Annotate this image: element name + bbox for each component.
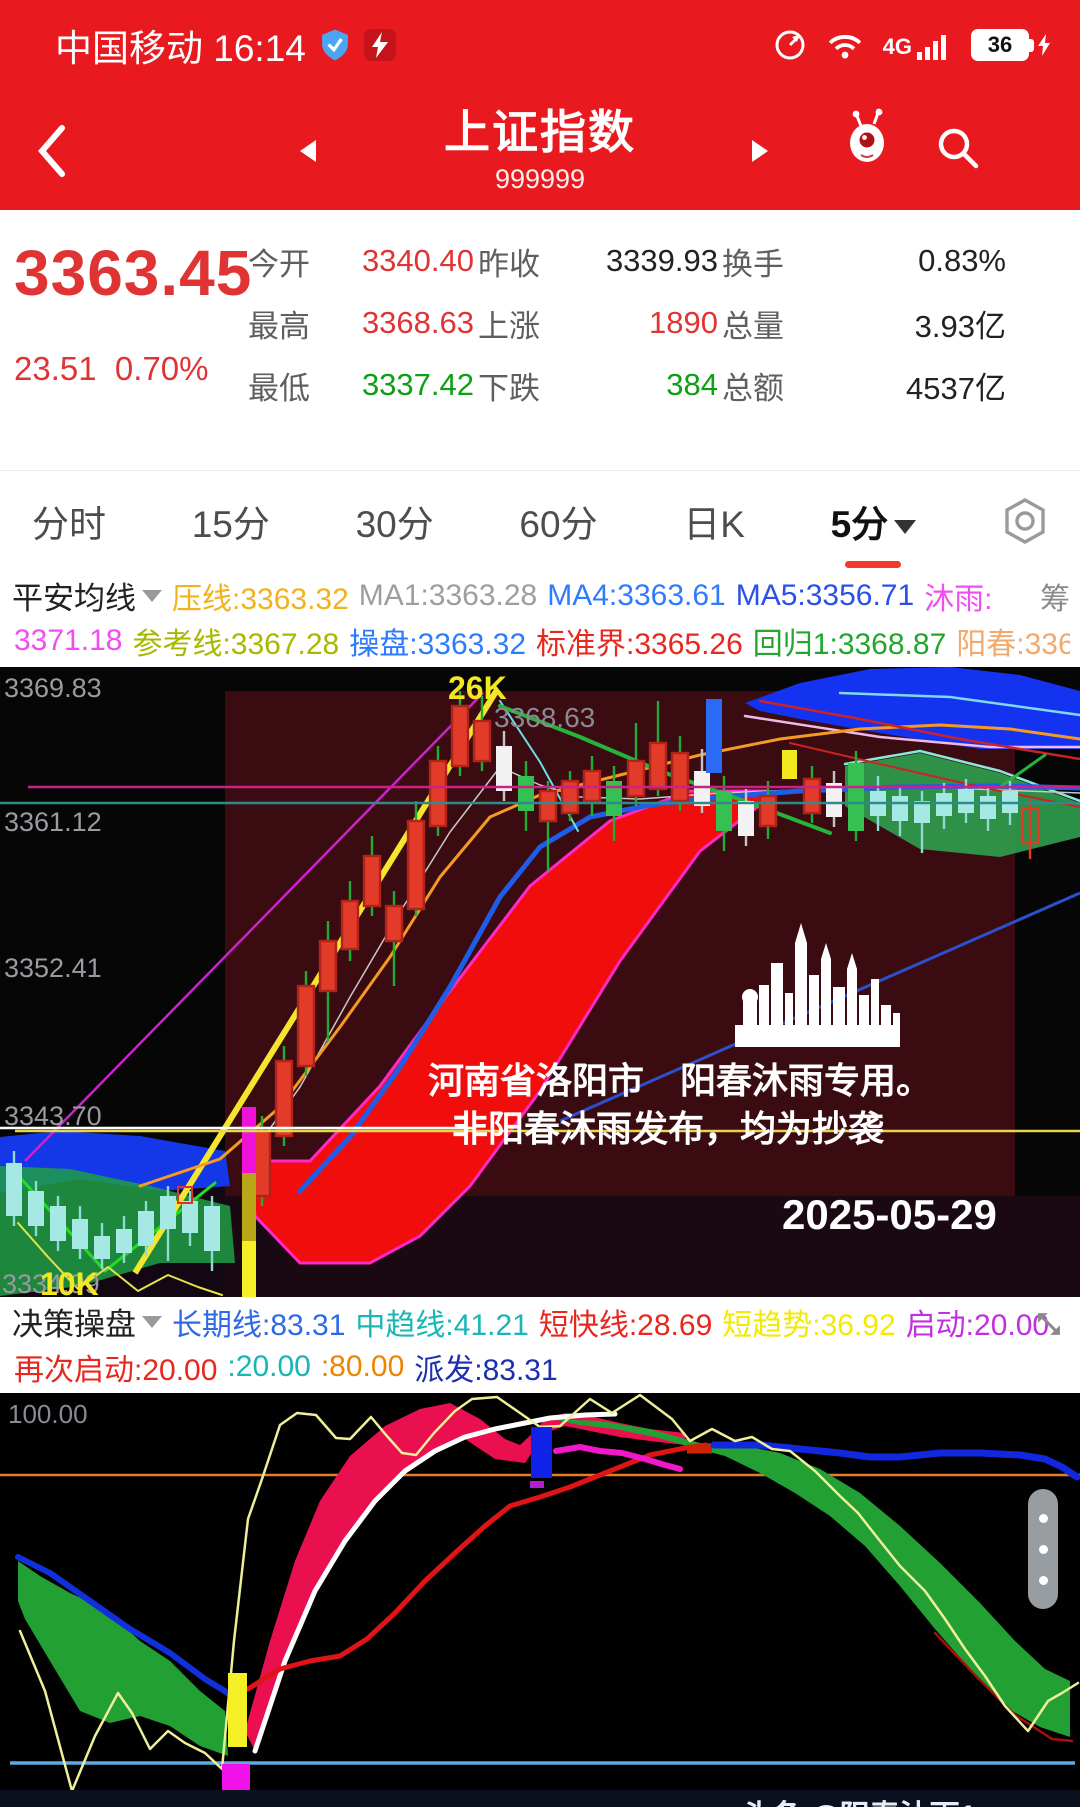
svg-text:非阳春沐雨发布，均为抄袭: 非阳春沐雨发布，均为抄袭 bbox=[452, 1108, 885, 1149]
sub-indicator-selector[interactable]: 决策操盘 bbox=[12, 1299, 162, 1344]
quote-label: 下跌 bbox=[478, 370, 540, 406]
svg-text:3334.99: 3334.99 bbox=[2, 1269, 100, 1297]
svg-text:2025-05-29: 2025-05-29 bbox=[782, 1191, 997, 1238]
main-indicator-header: 平安均线 压线:3363.32 MA1:3363.28 MA4:3363.61 MA5… bbox=[0, 571, 1080, 667]
main-chart[interactable]: 3369.83 3361.12 3352.41 3343.70 3334.99 10K 26… bbox=[0, 667, 1080, 1297]
quote-label: 最低 bbox=[248, 370, 310, 406]
indicator-field: :20.00 bbox=[227, 1349, 311, 1383]
indicator-field: 沐雨: bbox=[924, 582, 993, 616]
search-icon[interactable] bbox=[932, 122, 984, 174]
sub-indicator-header: 决策操盘 长期线:83.31 中趋线:41.21 短快线:28.69 短趋势:36.9… bbox=[0, 1297, 1080, 1393]
quote-label: 上涨 bbox=[478, 308, 540, 344]
expand-icon[interactable] bbox=[1032, 1307, 1066, 1341]
indicator-field: 短趋势:36.92 bbox=[722, 1308, 896, 1342]
chart-settings-button[interactable] bbox=[1000, 496, 1050, 546]
indicator-field: 参考线:3367.28 bbox=[132, 627, 340, 661]
svg-text:3352.41: 3352.41 bbox=[4, 953, 102, 983]
quote-label: 最高 bbox=[248, 308, 310, 344]
indicator-field: 压线:3363.32 bbox=[172, 582, 349, 616]
data-saver-icon bbox=[773, 28, 807, 62]
page-title: 上证指数 bbox=[444, 106, 636, 158]
chevron-down-icon bbox=[142, 1315, 162, 1328]
battery-icon: 36 bbox=[971, 29, 1052, 61]
svg-text:100.00: 100.00 bbox=[8, 1399, 88, 1429]
chevron-down-icon bbox=[142, 589, 162, 602]
flash-badge-icon bbox=[363, 29, 396, 61]
quote-label: 换手 bbox=[722, 246, 784, 282]
indicator-field: 再次启动:20.00 bbox=[14, 1353, 218, 1387]
period-tabs: 分时 15分 30分 60分 日K 5分 bbox=[0, 470, 1080, 571]
tab-60分[interactable]: 60分 bbox=[519, 504, 598, 545]
svg-text:3343.70: 3343.70 bbox=[4, 1101, 102, 1131]
tab-日K[interactable]: 日K bbox=[683, 504, 745, 545]
svg-text:26K: 26K bbox=[448, 670, 507, 706]
svg-text:10K: 10K bbox=[40, 1266, 99, 1297]
drag-handle[interactable] bbox=[1028, 1489, 1058, 1609]
svg-text:3369.83: 3369.83 bbox=[4, 673, 102, 703]
quote-label: 今开 bbox=[248, 246, 310, 282]
status-bar: 中国移动 16:14 4G 36 bbox=[0, 0, 1080, 90]
indicator-selector[interactable]: 平安均线 bbox=[12, 573, 162, 618]
quote-value: 3337.42 bbox=[361, 367, 474, 402]
footer-watermark: 头条 @阳春沐雨1 bbox=[0, 1790, 1080, 1807]
mascot-icon[interactable] bbox=[842, 108, 892, 166]
carrier-time-text: 中国移动 16:14 bbox=[55, 28, 306, 69]
quote-grid: 今开 3340.40 昨收 3339.93 换手 0.83% 最高 3368.63 上涨 1890… bbox=[248, 210, 1080, 470]
quote-value: 384 bbox=[666, 367, 718, 402]
quote-value: 3368.63 bbox=[361, 305, 474, 340]
signal-4g-icon: 4G bbox=[883, 30, 951, 60]
stock-code: 999999 bbox=[494, 164, 586, 194]
tab-15分[interactable]: 15分 bbox=[191, 504, 270, 545]
next-stock-arrow[interactable] bbox=[752, 140, 768, 162]
indicator-field: 标准界:3365.26 bbox=[536, 627, 743, 661]
quote-value: 0.83% bbox=[918, 243, 1006, 278]
indicator-field: MA5:3356.71 bbox=[735, 578, 915, 612]
indicator-field: MA4:3363.61 bbox=[547, 578, 726, 612]
svg-text:3361.12: 3361.12 bbox=[4, 807, 102, 837]
quote-value: 1890 bbox=[649, 305, 718, 340]
quote-value: 3340.40 bbox=[361, 243, 474, 278]
indicator-field: 启动:20.00 bbox=[905, 1308, 1050, 1342]
quote-label: 总量 bbox=[722, 308, 784, 344]
sub-indicator-chart[interactable]: 100.00 头条 @阳春沐雨1 bbox=[0, 1393, 1080, 1807]
nav-bar: 上证指数 999999 bbox=[0, 90, 1080, 210]
quote-value: 4537亿 bbox=[906, 370, 1006, 406]
wifi-icon bbox=[827, 30, 863, 60]
indicator-field: 派发:83.31 bbox=[414, 1353, 558, 1387]
quote-panel: 3363.45 23.51 0.70% 今开 3340.40 昨收 3339.93 换手… bbox=[0, 210, 1080, 470]
quote-label: 昨收 bbox=[478, 246, 540, 282]
prev-stock-arrow[interactable] bbox=[300, 140, 316, 162]
chevron-down-icon bbox=[894, 520, 917, 535]
tab-30分[interactable]: 30分 bbox=[355, 504, 434, 545]
indicator-field: 中趋线:41.21 bbox=[355, 1308, 529, 1342]
indicator-field: MA1:3363.28 bbox=[358, 578, 538, 612]
indicator-field: 3371.18 bbox=[14, 623, 123, 657]
indicator-field: :80.00 bbox=[320, 1349, 405, 1383]
indicator-field: 阳春:3367.06 bbox=[956, 627, 1070, 661]
chips-label: 筹 bbox=[1040, 582, 1070, 616]
indicator-field: 操盘:3363.32 bbox=[349, 627, 527, 661]
tab-selected[interactable]: 5分 bbox=[829, 488, 919, 568]
last-price: 3363.45 bbox=[14, 237, 253, 309]
shield-icon bbox=[320, 28, 350, 62]
tab-分时[interactable]: 分时 bbox=[32, 504, 106, 545]
quote-label: 总额 bbox=[722, 370, 784, 406]
indicator-field: 短快线:28.69 bbox=[538, 1308, 713, 1342]
indicator-field: 回归1:3368.87 bbox=[752, 627, 947, 661]
quote-value: 3339.93 bbox=[605, 243, 718, 278]
quote-value: 3.93亿 bbox=[914, 308, 1006, 344]
back-button[interactable] bbox=[30, 120, 72, 182]
svg-text:3368.63: 3368.63 bbox=[494, 702, 595, 733]
indicator-field: 长期线:83.31 bbox=[172, 1308, 346, 1342]
svg-text:河南省洛阳市 阳春沐雨专用。: 河南省洛阳市 阳春沐雨专用。 bbox=[428, 1060, 932, 1101]
price-change: 23.51 0.70% bbox=[14, 350, 209, 387]
